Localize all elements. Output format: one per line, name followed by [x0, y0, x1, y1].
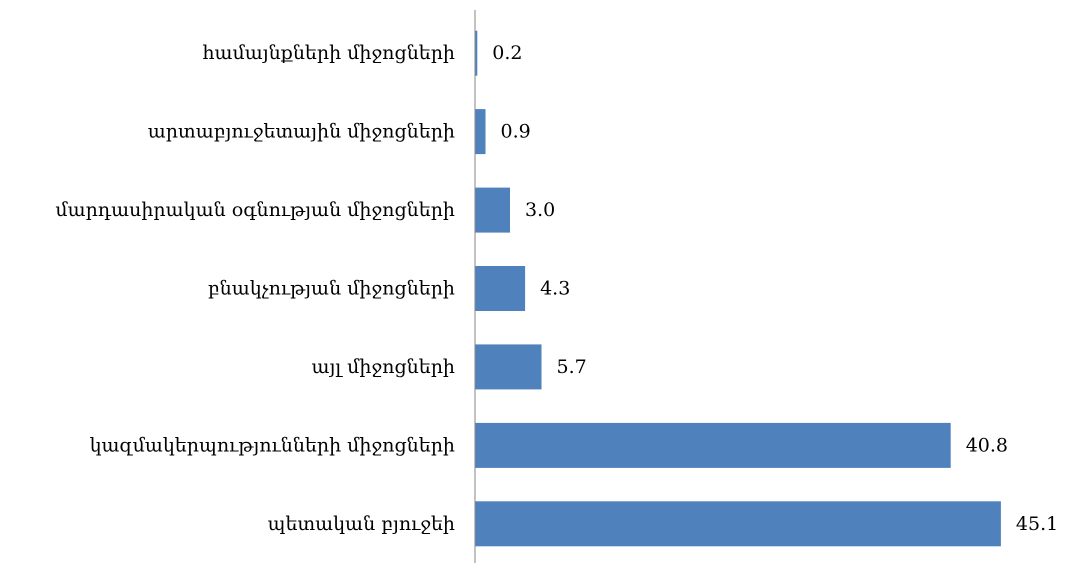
- labels-layer: համայնքների միջոցների 0.2 արտաբյուջետային …: [55, 42, 1058, 535]
- bar-0: [475, 30, 478, 76]
- category-label-6: պետական բյուջեի: [268, 513, 455, 535]
- value-label-3: 4.3: [540, 278, 570, 300]
- bar-3: [475, 266, 526, 311]
- bars-layer: [475, 30, 1001, 547]
- value-label-0: 0.2: [492, 42, 522, 64]
- bar-5: [475, 422, 951, 468]
- category-label-1: արտաբյուջետային միջոցների: [148, 121, 455, 143]
- category-label-2: մարդասիրական օգնության միջոցների: [55, 199, 455, 221]
- value-label-4: 5.7: [557, 356, 587, 378]
- value-label-6: 45.1: [1016, 513, 1058, 535]
- bar-4: [475, 344, 542, 390]
- category-label-3: բնակչության միջոցների: [208, 278, 455, 300]
- value-label-5: 40.8: [966, 434, 1008, 456]
- category-label-0: համայնքների միջոցների: [202, 42, 455, 64]
- category-label-4: այլ միջոցների: [311, 356, 455, 378]
- category-label-5: կազմակերպությունների միջոցների: [90, 434, 455, 456]
- bar-1: [475, 109, 486, 155]
- bar-6: [475, 501, 1001, 547]
- bar-2: [475, 187, 510, 233]
- value-label-1: 0.9: [501, 121, 531, 143]
- value-label-2: 3.0: [525, 199, 555, 221]
